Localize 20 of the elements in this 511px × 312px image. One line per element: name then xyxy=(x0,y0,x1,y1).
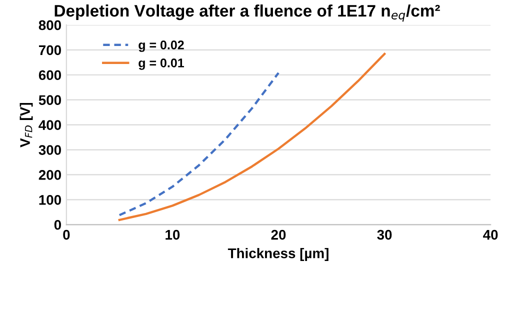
y-tick-label: 600 xyxy=(38,70,61,80)
line-series xyxy=(118,52,386,222)
y-tick-label: 300 xyxy=(38,145,61,155)
legend-label: g = 0.02 xyxy=(138,40,184,52)
x-tick-label: 10 xyxy=(166,230,180,240)
y-tick-label: 400 xyxy=(38,120,61,130)
x-axis-title: Thickness [µm] xyxy=(228,248,328,261)
y-tick-label: 700 xyxy=(38,45,61,56)
y-tick-label: 800 xyxy=(38,20,61,30)
y-tick-label: 200 xyxy=(38,170,61,180)
x-tick-label: 20 xyxy=(271,230,286,240)
x-tick-label: 40 xyxy=(483,230,498,240)
y-tick-label: 500 xyxy=(38,95,61,106)
y-tick-label: 0 xyxy=(54,220,61,230)
y-tick-label: 100 xyxy=(39,195,61,205)
x-tick-label: 30 xyxy=(377,230,392,240)
line-series xyxy=(118,72,280,216)
legend-label: g = 0.01 xyxy=(138,58,184,70)
y-axis-title: V$_{FD}$ [V] xyxy=(20,102,33,148)
x-tick-label: 0 xyxy=(63,230,70,240)
